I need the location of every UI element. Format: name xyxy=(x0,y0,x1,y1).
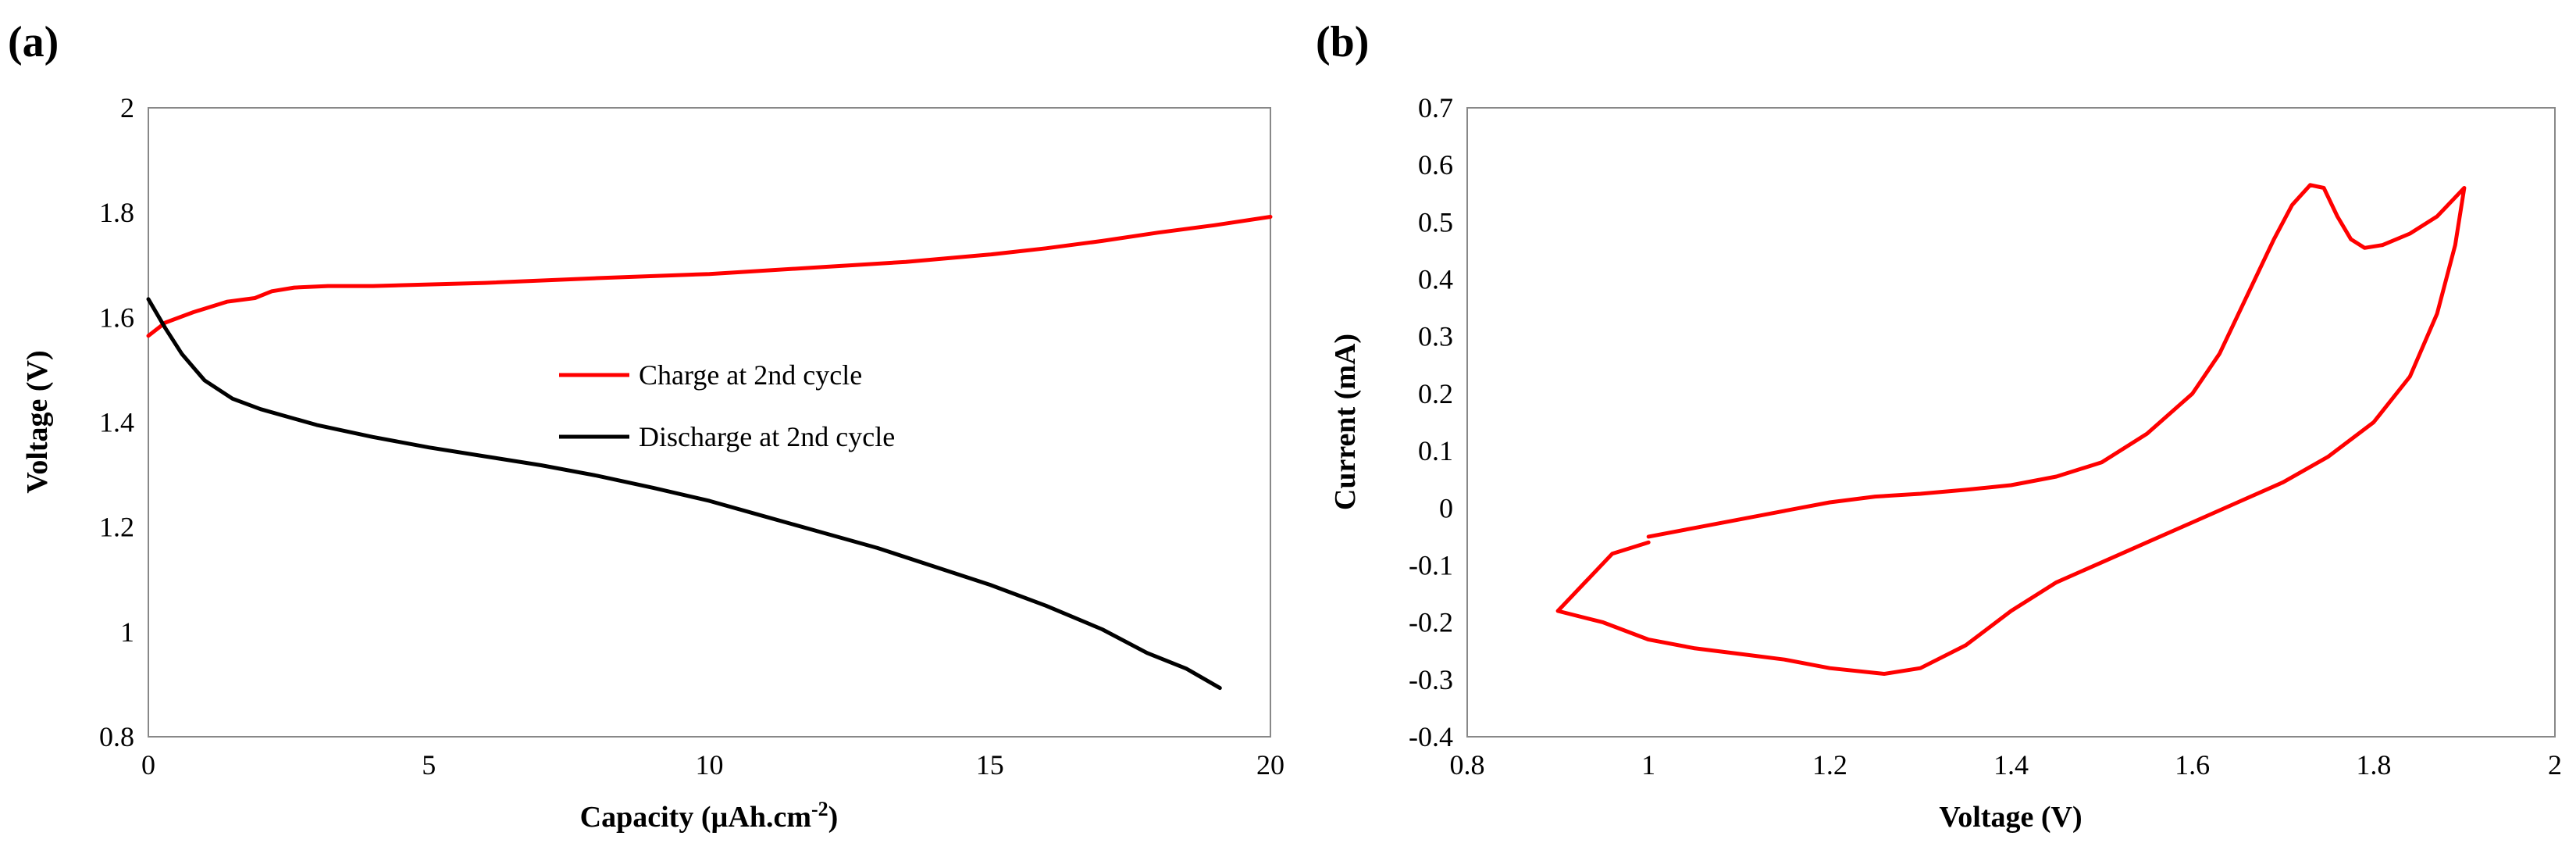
panel-a-x-axis-title: Capacity (µAh.cm-2) xyxy=(580,798,839,834)
panel-a-legend: Charge at 2nd cycle Discharge at 2nd cyc… xyxy=(559,359,895,452)
panel-a-y-ticks: 0.8 1 1.2 1.4 1.6 1.8 2 xyxy=(99,92,134,752)
panel-b-y-tick-label: 0.2 xyxy=(1418,378,1453,409)
panel-a-y-tick-label: 1.2 xyxy=(99,512,134,543)
panel-b-y-axis-title: Current (mA) xyxy=(1329,334,1362,510)
panel-b-label: (b) xyxy=(1316,18,1369,66)
panel-a-series xyxy=(146,215,1273,691)
panel-b-plot-area xyxy=(1466,107,2556,738)
panel-b-y-tick-label: 0.4 xyxy=(1418,264,1453,295)
panel-a-y-tick-label: 2 xyxy=(120,92,134,123)
panel-a-x-title-end: ) xyxy=(828,801,839,834)
panel-b-x-tick-label: 2 xyxy=(2548,749,2562,780)
panel-a-x-ticks: 0 5 10 15 20 xyxy=(141,749,1284,780)
panel-b-y-tick-label: -0.1 xyxy=(1409,549,1453,580)
panel-a-x-title-sup: -2 xyxy=(811,798,828,820)
legend-label-discharge: Discharge at 2nd cycle xyxy=(639,421,895,452)
panel-a: (a) 0.8 1 1.2 1.4 1.6 1.8 2 0 5 10 15 20 Voltage (… xyxy=(8,18,1284,834)
panel-b-y-ticks: -0.4 -0.3 -0.2 -0.1 0 0.1 0.2 0.3 0.4 0.5 0.6 0.7 xyxy=(1409,92,1453,752)
panel-b-y-tick-label: -0.4 xyxy=(1409,721,1453,752)
panel-b-series-line-0 xyxy=(1555,183,2467,676)
panel-b-x-tick-label: 0.8 xyxy=(1450,749,1485,780)
panel-b-y-tick-label: 0 xyxy=(1439,492,1453,523)
panel-b-x-ticks: 0.8 1 1.2 1.4 1.6 1.8 2 xyxy=(1450,749,2563,780)
panel-b-y-tick-label: -0.3 xyxy=(1409,664,1453,695)
panel-a-x-title-main: Capacity (µAh.cm xyxy=(580,801,811,834)
panel-a-label: (a) xyxy=(8,18,59,66)
panel-b-x-tick-label: 1.6 xyxy=(2175,749,2210,780)
panel-b-y-tick-label: -0.2 xyxy=(1409,607,1453,638)
panel-b-y-tick-label: 0.3 xyxy=(1418,321,1453,352)
panel-a-plot-area xyxy=(148,107,1271,738)
panel-a-y-tick-label: 1.4 xyxy=(99,407,134,438)
legend-label-charge: Charge at 2nd cycle xyxy=(639,359,862,391)
panel-b-y-tick-label: 0.6 xyxy=(1418,149,1453,180)
panel-a-x-tick-label: 20 xyxy=(1256,749,1284,780)
panel-b: (b) -0.4 -0.3 -0.2 -0.1 0 0.1 0.2 0.3 0.4 0.5 0.6 0… xyxy=(1316,18,2562,834)
panel-a-y-axis-title: Voltage (V) xyxy=(21,350,54,493)
panel-a-x-tick-label: 10 xyxy=(696,749,724,780)
panel-a-series-line-0 xyxy=(146,215,1273,338)
panel-a-y-tick-label: 1.6 xyxy=(99,302,134,333)
panel-b-x-tick-label: 1.8 xyxy=(2356,749,2391,780)
panel-b-y-tick-label: 0.1 xyxy=(1418,435,1453,466)
panel-a-x-tick-label: 15 xyxy=(976,749,1004,780)
panel-b-x-tick-label: 1.4 xyxy=(1993,749,2029,780)
panel-b-x-axis-title: Voltage (V) xyxy=(1939,801,2082,834)
panel-a-series-line-1 xyxy=(146,297,1222,691)
panel-b-series xyxy=(1555,183,2467,676)
panel-a-y-tick-label: 0.8 xyxy=(99,721,134,752)
panel-b-x-tick-label: 1.2 xyxy=(1812,749,1847,780)
panel-a-x-tick-label: 5 xyxy=(422,749,436,780)
panel-b-x-tick-label: 1 xyxy=(1641,749,1655,780)
panel-a-y-tick-label: 1.8 xyxy=(99,197,134,228)
panel-b-y-tick-label: 0.7 xyxy=(1418,92,1453,123)
panel-b-y-tick-label: 0.5 xyxy=(1418,206,1453,238)
panel-a-y-tick-label: 1 xyxy=(120,616,134,648)
panel-a-x-tick-label: 0 xyxy=(141,749,155,780)
